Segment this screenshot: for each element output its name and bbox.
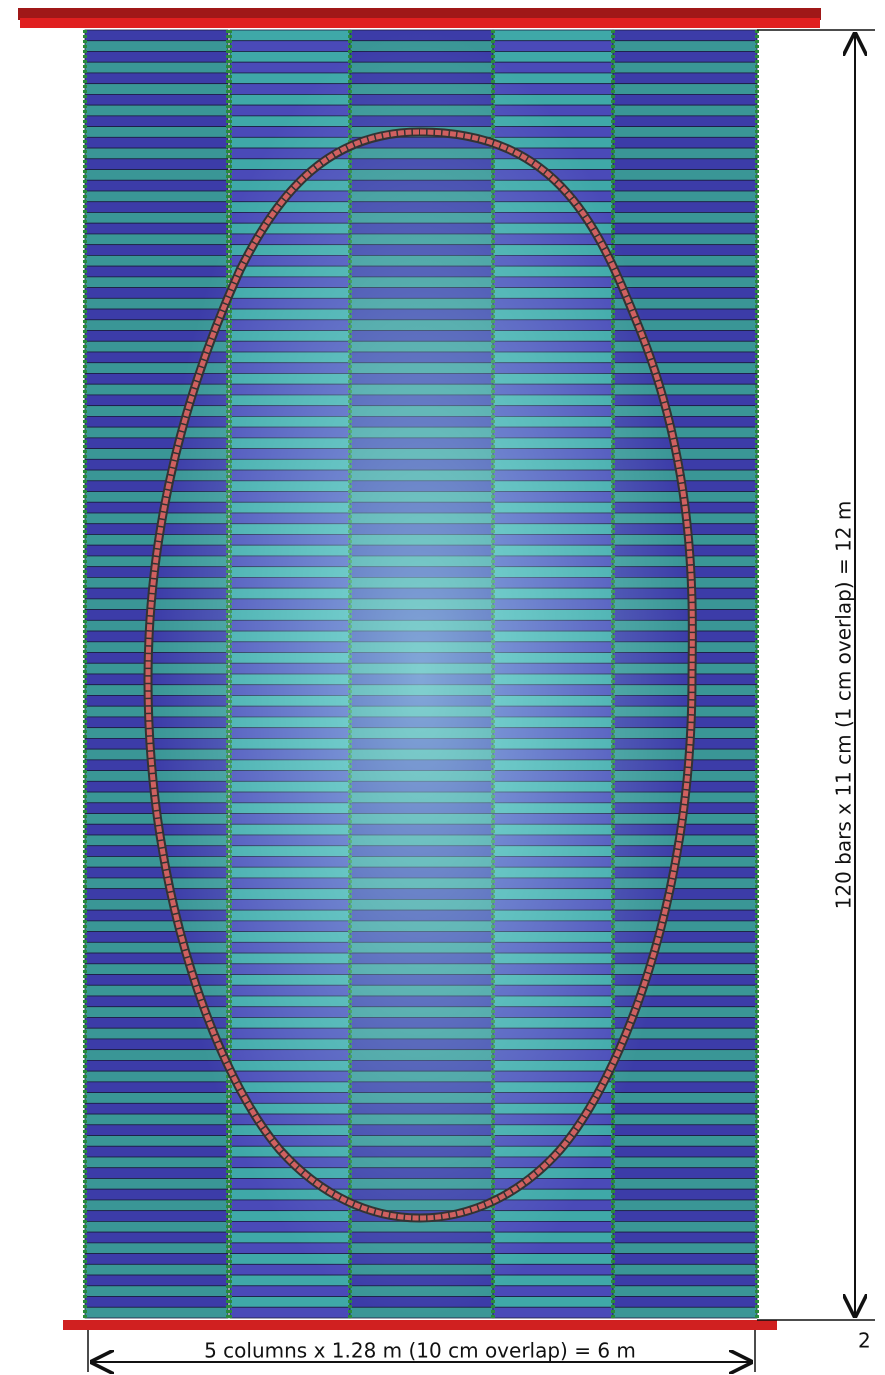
- diagram: 120 bars x 11 cm (1 cm overlap) = 12 m 5…: [0, 0, 885, 1375]
- corner-label: 2: [858, 1329, 871, 1353]
- bottom-beam: [63, 1320, 777, 1330]
- page: 120 bars x 11 cm (1 cm overlap) = 12 m 5…: [0, 0, 885, 1375]
- light-overlay: [85, 30, 757, 1320]
- width-label: 5 columns x 1.28 m (10 cm overlap) = 6 m: [204, 1339, 636, 1363]
- height-label: 120 bars x 11 cm (1 cm overlap) = 12 m: [832, 501, 856, 910]
- top-beam-front: [20, 18, 820, 28]
